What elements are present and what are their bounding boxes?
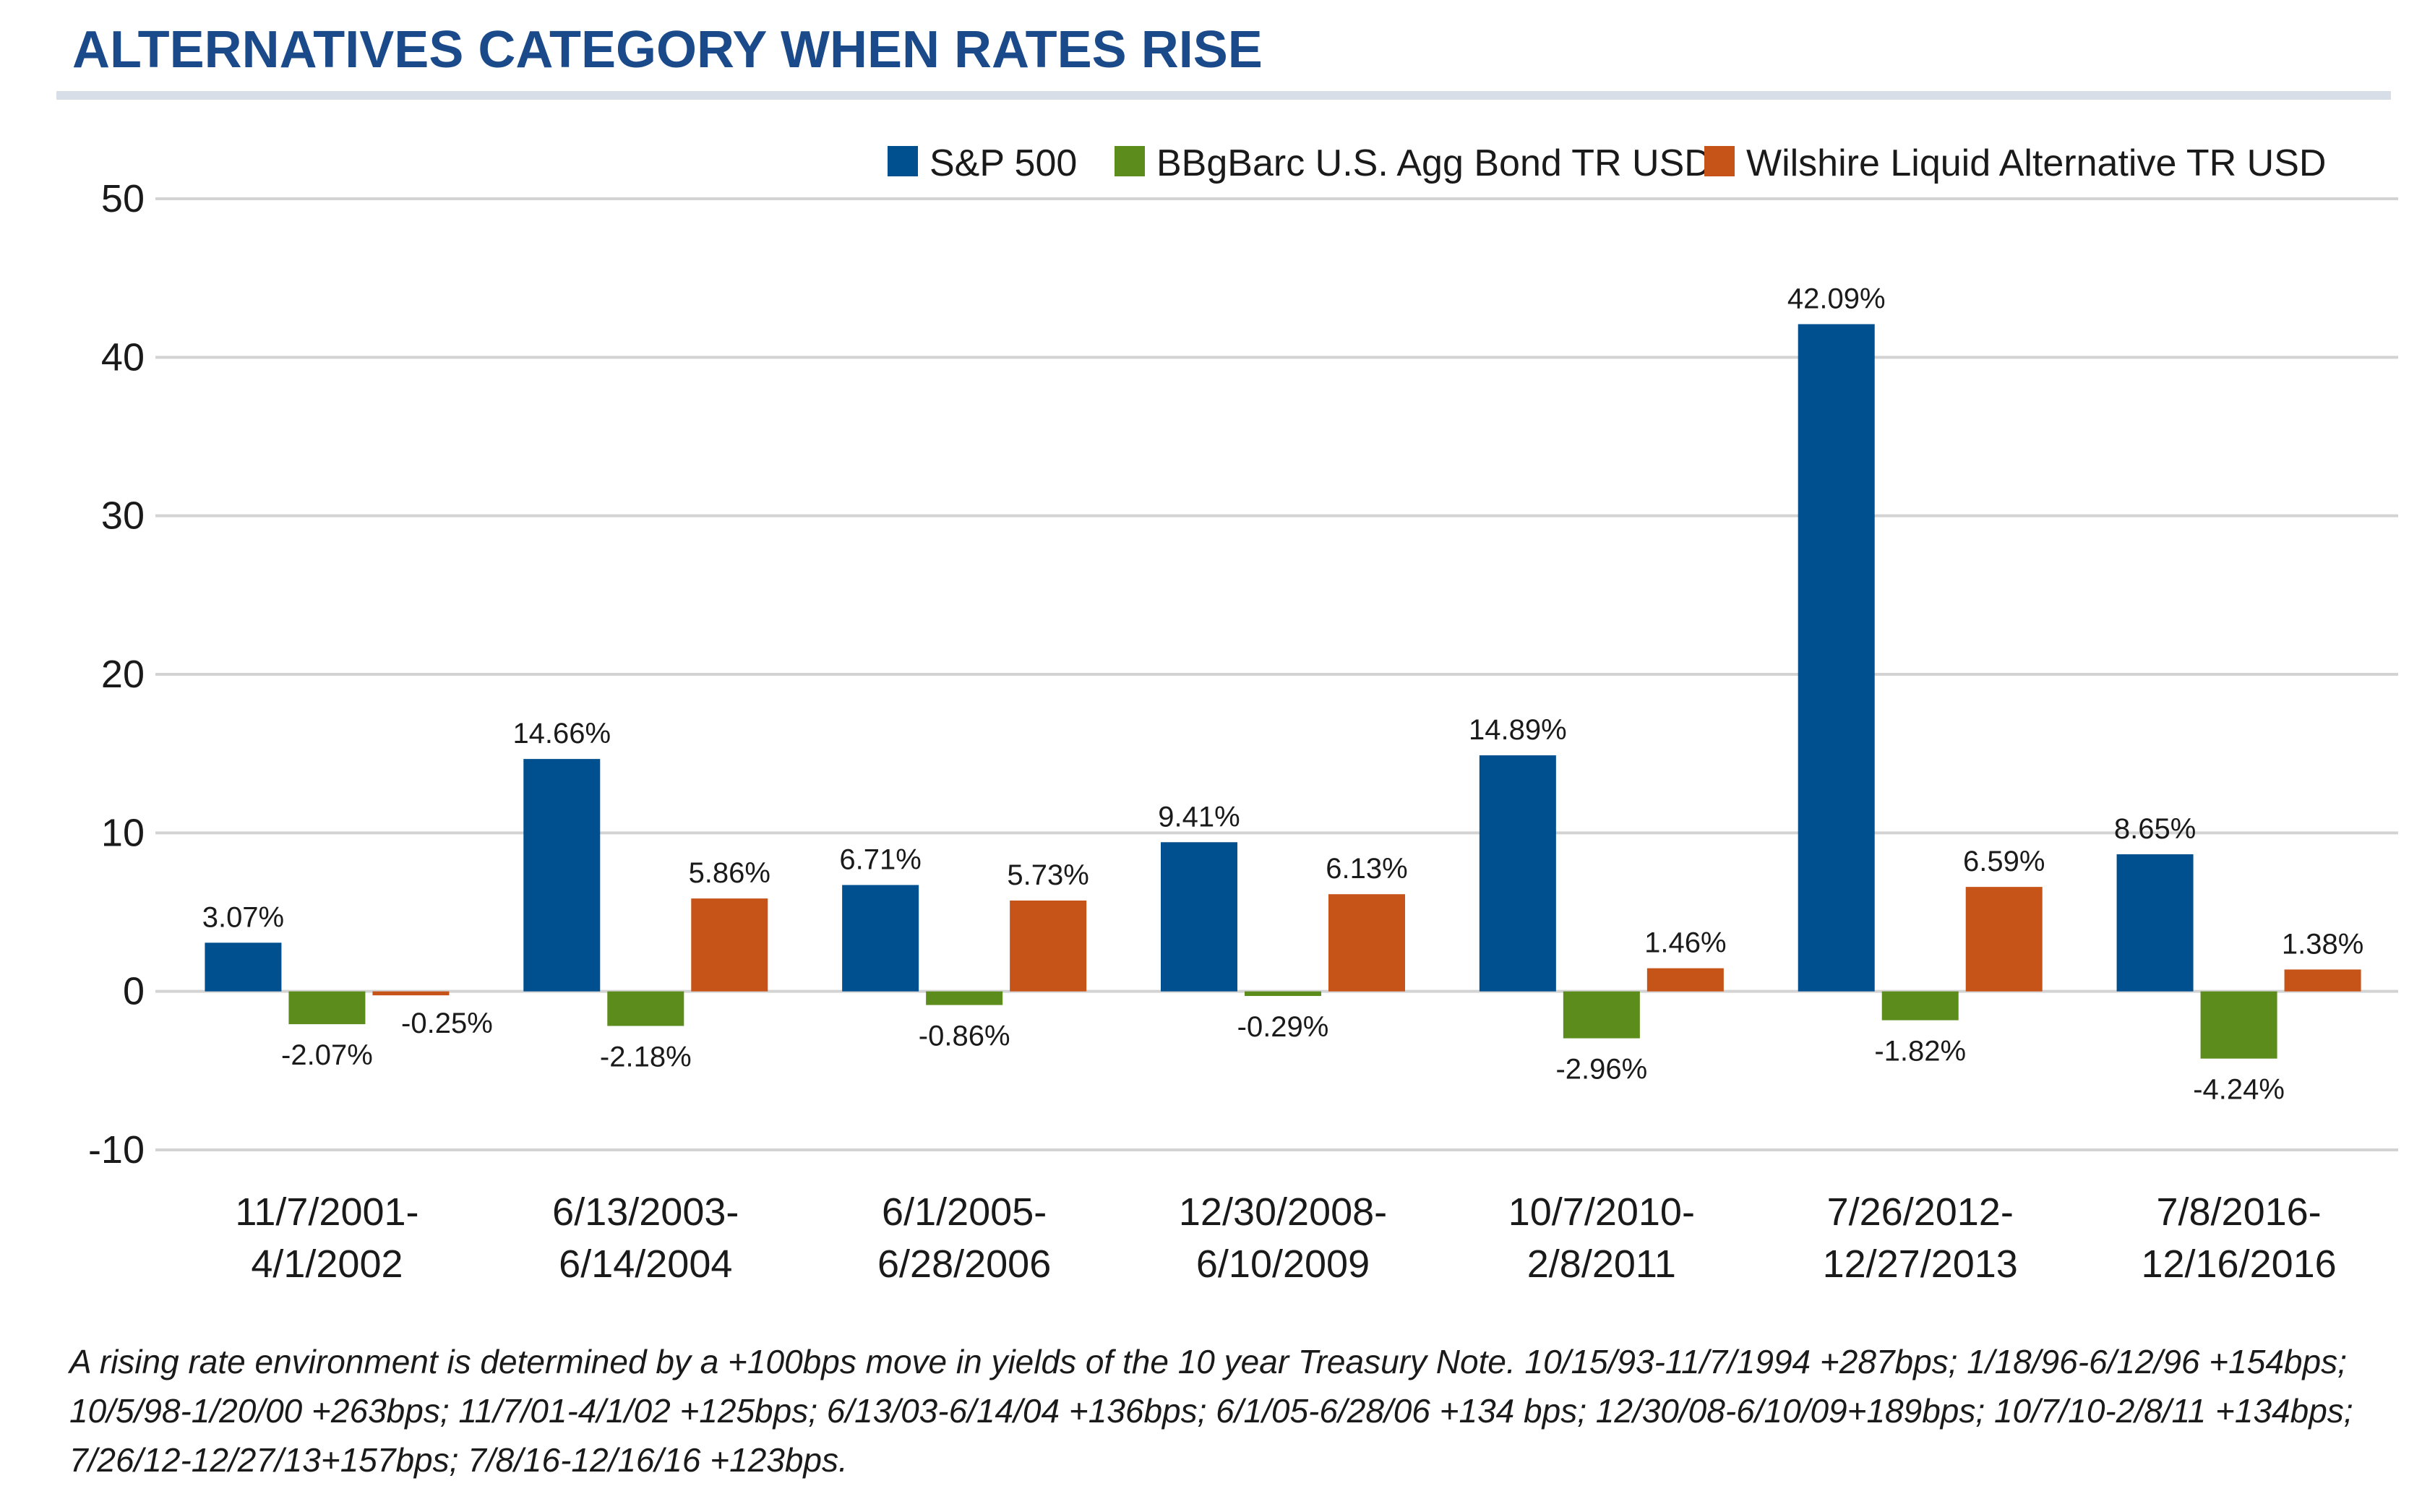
data-label: 1.38% xyxy=(2282,928,2363,960)
legend: S&P 500 BBgBarc U.S. Agg Bond TR USD Wilsh… xyxy=(888,142,2326,184)
x-tick-label: 6/13/2003- xyxy=(552,1190,739,1234)
x-tick-label: 6/14/2004 xyxy=(559,1242,732,1286)
data-label: -2.18% xyxy=(600,1041,692,1073)
bar xyxy=(205,942,282,992)
x-tick-label: 2/8/2011 xyxy=(1527,1242,1676,1286)
bar xyxy=(1161,842,1237,992)
bar xyxy=(842,885,919,992)
bar xyxy=(607,991,684,1026)
data-label: -0.86% xyxy=(919,1021,1010,1052)
y-tick-label: 50 xyxy=(101,177,145,220)
x-tick-label: 7/26/2012- xyxy=(1827,1190,2014,1234)
bar xyxy=(1646,968,1724,992)
y-tick-label: 0 xyxy=(123,970,145,1013)
x-tick-label: 6/1/2005- xyxy=(882,1190,1047,1234)
data-label: 6.59% xyxy=(1963,846,2045,877)
data-label: -0.25% xyxy=(401,1008,493,1039)
bar xyxy=(1798,324,1875,992)
bar xyxy=(1479,755,1556,992)
data-label: -0.29% xyxy=(1237,1011,1329,1043)
data-label: 1.46% xyxy=(1644,927,1726,959)
bar xyxy=(2284,969,2361,992)
chart-title: ALTERNATIVES CATEGORY WHEN RATES RISE xyxy=(72,21,1263,79)
data-labels: 3.07% -2.07% -0.25% 14.66% -2.18% 5.86% 6.71% -… xyxy=(202,283,2364,1105)
legend-label: BBgBarc U.S. Agg Bond TR USD xyxy=(1156,142,1712,184)
bars xyxy=(205,324,2361,1059)
x-tick-label: 10/7/2010- xyxy=(1508,1190,1695,1234)
x-tick-label: 12/16/2016 xyxy=(2141,1242,2336,1286)
title-divider xyxy=(56,91,2391,100)
x-tick-label: 6/28/2006 xyxy=(877,1242,1051,1286)
y-tick-label: 10 xyxy=(101,811,145,854)
data-label: 6.71% xyxy=(839,843,921,875)
legend-label: S&P 500 xyxy=(929,142,1077,184)
data-label: 14.66% xyxy=(512,718,611,749)
x-tick-label: 7/8/2016- xyxy=(2156,1190,2321,1234)
x-tick-label: 12/27/2013 xyxy=(1823,1242,2018,1286)
data-label: -2.07% xyxy=(281,1039,373,1071)
data-label: 6.13% xyxy=(1326,853,1407,885)
legend-swatch xyxy=(1115,146,1145,176)
bar xyxy=(1563,991,1640,1039)
data-label: 5.86% xyxy=(689,857,770,889)
y-tick-label: -10 xyxy=(88,1128,145,1172)
data-label: 42.09% xyxy=(1787,283,1886,314)
data-label: 5.73% xyxy=(1007,859,1088,891)
bar xyxy=(523,759,601,992)
y-tick-label: 40 xyxy=(101,335,145,379)
bar xyxy=(2200,991,2277,1059)
legend-swatch xyxy=(888,146,918,176)
bar xyxy=(1328,894,1405,992)
data-label: 3.07% xyxy=(202,901,284,933)
bar xyxy=(1010,900,1087,992)
footnote: A rising rate environment is determined … xyxy=(69,1343,2353,1479)
bar xyxy=(926,991,1003,1005)
x-tick-label: 4/1/2002 xyxy=(251,1242,403,1286)
data-label: 8.65% xyxy=(2114,813,2196,845)
data-label: 14.89% xyxy=(1469,714,1567,746)
y-tick-label: 20 xyxy=(101,653,145,696)
data-label: 9.41% xyxy=(1158,801,1240,833)
bar xyxy=(1881,991,1959,1021)
bar xyxy=(372,991,450,996)
y-axis: 50 40 30 20 10 0 -10 xyxy=(88,177,145,1172)
x-tick-label: 12/30/2008- xyxy=(1179,1190,1387,1234)
bar xyxy=(691,898,768,992)
y-tick-label: 30 xyxy=(101,494,145,538)
bar xyxy=(1245,991,1321,997)
bar-chart: 50 40 30 20 10 0 -10 3.07% -2.07% -0.25% 14.66% -2… xyxy=(88,142,2398,1286)
legend-swatch xyxy=(1704,146,1735,176)
legend-label: Wilshire Liquid Alternative TR USD xyxy=(1746,142,2326,184)
x-tick-label: 11/7/2001- xyxy=(235,1190,418,1234)
data-label: -4.24% xyxy=(2193,1074,2285,1106)
data-label: -1.82% xyxy=(1874,1036,1966,1068)
bar xyxy=(288,991,366,1025)
bar xyxy=(1965,887,2043,992)
data-label: -2.96% xyxy=(1555,1054,1647,1086)
x-tick-label: 6/10/2009 xyxy=(1196,1242,1370,1286)
bar xyxy=(2116,854,2194,992)
x-axis: 11/7/2001- 4/1/2002 6/13/2003- 6/14/2004 6/1… xyxy=(235,1190,2336,1286)
